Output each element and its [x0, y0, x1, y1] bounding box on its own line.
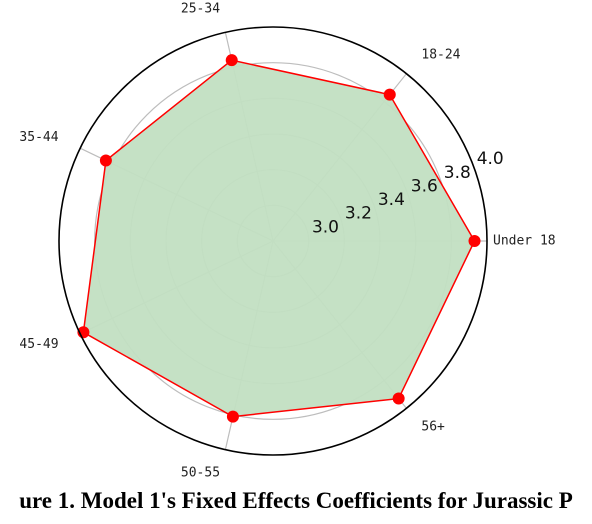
radial-tick-label: 4.0	[477, 149, 504, 169]
data-point	[468, 235, 481, 247]
outer-frame	[58, 26, 488, 456]
radial-tick-label: 3.2	[345, 204, 372, 224]
category-label: 50-55	[181, 466, 220, 481]
radial-tick-labels: 3.0 3.2 3.4 3.6 3.8 4.0	[312, 149, 504, 237]
radial-tick-label: 3.6	[411, 176, 438, 196]
data-point	[392, 392, 405, 405]
radial-tick-label: 3.8	[444, 163, 471, 183]
data-point	[99, 154, 112, 167]
radial-tick-label: 3.4	[378, 190, 405, 210]
category-label: 25-34	[181, 1, 220, 16]
category-label: 18-24	[421, 47, 460, 62]
data-points	[77, 54, 481, 423]
data-point	[226, 410, 239, 423]
category-label: 45-49	[19, 337, 58, 352]
category-label: 35-44	[19, 130, 58, 145]
data-area	[82, 59, 476, 418]
category-label: Under 18	[493, 234, 556, 249]
category-label: 56+	[421, 420, 445, 435]
category-labels: Under 18 18-24 25-34 35-44 45-49 50-55 56+	[19, 1, 555, 480]
data-point	[383, 88, 396, 101]
figure-caption: ure 1. Model 1's Fixed Effects Coefficie…	[19, 488, 573, 513]
data-point	[225, 54, 238, 67]
radial-tick-label: 3.0	[312, 217, 339, 237]
